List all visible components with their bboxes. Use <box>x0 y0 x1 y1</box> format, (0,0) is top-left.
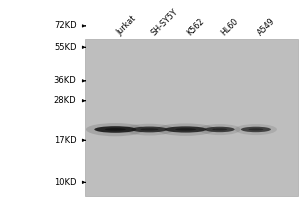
Ellipse shape <box>105 128 126 131</box>
Text: 72KD: 72KD <box>54 21 76 30</box>
Text: 36KD: 36KD <box>54 76 76 85</box>
Ellipse shape <box>248 128 263 130</box>
Text: SH-SY5Y: SH-SY5Y <box>149 7 179 37</box>
Ellipse shape <box>199 124 241 135</box>
Ellipse shape <box>156 123 215 136</box>
Ellipse shape <box>140 128 158 131</box>
Ellipse shape <box>165 126 207 133</box>
Ellipse shape <box>241 127 271 132</box>
Ellipse shape <box>205 127 235 132</box>
Ellipse shape <box>86 123 145 136</box>
Text: 28KD: 28KD <box>54 96 76 105</box>
Ellipse shape <box>94 126 136 133</box>
Text: 10KD: 10KD <box>54 178 76 187</box>
Text: A549: A549 <box>256 16 277 37</box>
Text: 17KD: 17KD <box>54 136 76 145</box>
Text: Jurkat: Jurkat <box>115 14 138 37</box>
Ellipse shape <box>235 124 277 135</box>
Ellipse shape <box>131 127 167 132</box>
Ellipse shape <box>212 128 227 130</box>
FancyBboxPatch shape <box>85 39 298 196</box>
Ellipse shape <box>124 124 175 135</box>
Ellipse shape <box>175 128 196 131</box>
Text: K562: K562 <box>186 17 206 37</box>
Text: 55KD: 55KD <box>54 43 76 52</box>
Text: HL60: HL60 <box>220 17 240 37</box>
